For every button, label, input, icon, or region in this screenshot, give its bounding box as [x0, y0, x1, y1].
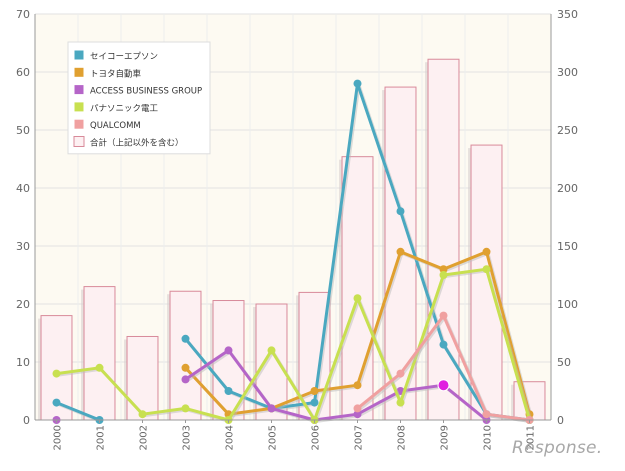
- y-right-tick-label: 350: [557, 8, 578, 21]
- y-right-tick-label: 300: [557, 66, 578, 79]
- highlighted-point[interactable]: [437, 379, 450, 392]
- series-line-3: [52, 265, 534, 425]
- line-point: [396, 207, 405, 216]
- y-left-tick-label: 60: [16, 66, 30, 79]
- x-tick-label: 2007: [354, 425, 365, 450]
- legend-swatch: [73, 118, 85, 130]
- legend-swatch: [73, 66, 85, 78]
- legend-box: [67, 41, 211, 155]
- legend-swatch: [73, 49, 85, 61]
- line-point: [396, 398, 405, 407]
- line-point: [52, 369, 61, 378]
- x-tick-label: 2004: [225, 425, 236, 450]
- legend-label: 合計（上記以外を含む）: [90, 138, 184, 149]
- y-right-tick-label: 100: [557, 298, 578, 311]
- line-path: [55, 401, 101, 422]
- line-point: [181, 363, 190, 372]
- line-point: [267, 404, 276, 413]
- y-left-tick-label: 40: [16, 182, 30, 195]
- y-right-tick-label: 150: [557, 240, 578, 253]
- legend-swatch: [73, 136, 85, 147]
- y-right-tick-label: 200: [557, 182, 578, 195]
- y-left-tick-label: 30: [16, 240, 30, 253]
- x-tick-label: 2008: [397, 425, 408, 450]
- line-point: [353, 381, 362, 390]
- x-tick-label: 2005: [268, 425, 279, 450]
- line-point: [310, 398, 319, 407]
- legend-label: ACCESS BUSINESS GROUP: [90, 87, 202, 97]
- line-point: [482, 265, 491, 274]
- total-bar: [83, 286, 116, 421]
- line-point: [95, 363, 104, 372]
- line-point: [267, 346, 276, 355]
- x-tick-label: 2011: [526, 425, 537, 450]
- legend-label: QUALCOMM: [90, 121, 141, 131]
- legend-swatch: [73, 101, 85, 113]
- line-point: [181, 375, 190, 384]
- total-bar: [341, 156, 374, 421]
- line-point: [52, 398, 61, 407]
- x-tick-label: 2000: [53, 425, 64, 450]
- line-point: [439, 265, 448, 274]
- watermark: Response.: [512, 438, 603, 458]
- x-tick-label: 2010: [483, 425, 494, 450]
- line-point: [224, 387, 233, 395]
- line-point: [396, 369, 405, 378]
- legend-swatch: [73, 84, 85, 96]
- axes: 0 10 20 30 40 50 60 70 0 50 100 150 200 250 300 350 2000…: [16, 8, 578, 450]
- series-lines: [52, 79, 534, 425]
- x-tick-label: 2003: [182, 425, 193, 450]
- line-point: [482, 410, 491, 419]
- line-point: [138, 410, 147, 419]
- total-bar: [255, 303, 288, 421]
- y-right-tick-label: 250: [557, 124, 578, 137]
- line-path: [56, 267, 531, 422]
- y-left-tick-label: 0: [23, 414, 30, 427]
- line-point: [396, 247, 405, 256]
- y-left-tick-label: 20: [16, 298, 30, 311]
- x-tick-label: 2006: [311, 425, 322, 450]
- line-point: [353, 294, 362, 303]
- y-right-tick-label: 0: [557, 414, 564, 427]
- legend-label: セイコーエプソン: [90, 52, 158, 62]
- line-point: [439, 311, 448, 320]
- total-bar: [126, 335, 159, 421]
- line-point: [439, 340, 448, 349]
- total-bar: [427, 58, 460, 421]
- line-path: [184, 348, 488, 422]
- line-point: [310, 387, 319, 395]
- line-point: [482, 247, 491, 256]
- line-point: [181, 404, 190, 413]
- line-point: [353, 410, 362, 419]
- line-point: [353, 404, 362, 413]
- line-point: [353, 79, 362, 88]
- y-left-tick-label: 50: [16, 124, 30, 137]
- line-point: [224, 346, 233, 355]
- line-point: [181, 334, 190, 343]
- x-tick-label: 2009: [440, 425, 451, 450]
- y-left-tick-label: 70: [16, 8, 30, 21]
- x-tick-label: 2002: [139, 425, 150, 450]
- total-bar: [169, 290, 202, 421]
- total-bar: [470, 144, 503, 421]
- y-right-tick-label: 50: [557, 356, 571, 369]
- line-point: [439, 271, 448, 279]
- x-tick-label: 2001: [96, 425, 107, 450]
- y-left-tick-label: 10: [16, 356, 30, 369]
- series-line-4: [353, 311, 534, 424]
- legend-label: パナソニック電工: [90, 104, 159, 114]
- legend-label: トヨタ自動車: [90, 68, 142, 79]
